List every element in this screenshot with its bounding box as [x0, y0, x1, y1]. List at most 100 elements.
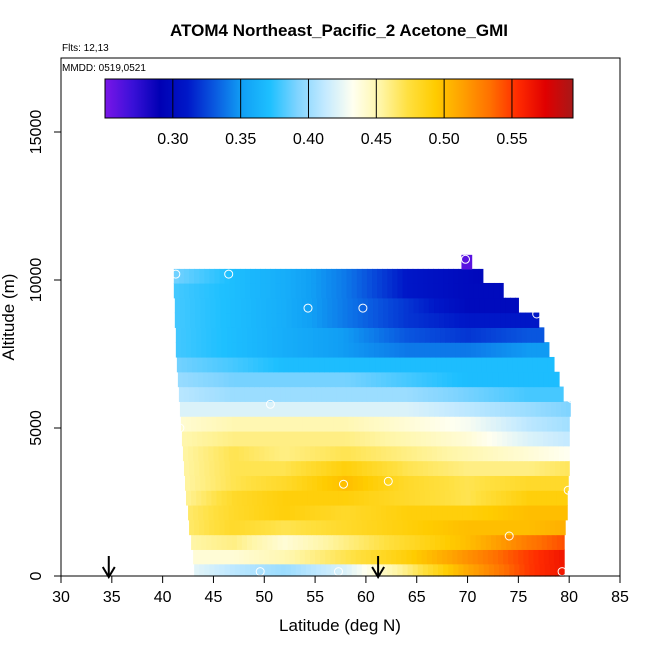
heatmap-cell [546, 490, 553, 506]
heatmap-cell [534, 460, 541, 476]
heatmap-cell [526, 327, 533, 343]
heatmap-cell [349, 430, 356, 447]
heatmap-cell [413, 297, 420, 314]
heatmap-cell [543, 549, 550, 565]
heatmap-cell [285, 282, 292, 299]
heatmap-cell [373, 297, 379, 314]
heatmap-cell [511, 327, 517, 343]
heatmap-cell [285, 460, 292, 476]
heatmap-cell [272, 416, 279, 432]
heatmap-cell [438, 268, 444, 284]
heatmap-cell [404, 534, 411, 550]
heatmap-cell [504, 386, 510, 402]
heatmap-cell [493, 460, 500, 476]
heatmap-cell [464, 297, 471, 314]
heatmap-cell [460, 342, 467, 358]
heatmap-cell [227, 356, 234, 373]
heatmap-cell [245, 475, 252, 491]
heatmap-cell [376, 445, 382, 462]
heatmap-cell [552, 356, 555, 373]
heatmap-cell [464, 401, 471, 417]
heatmap-cell [443, 386, 449, 402]
heatmap-cell [311, 282, 317, 299]
heatmap-cell [292, 490, 299, 506]
heatmap-cell [546, 342, 550, 358]
heatmap-cell [214, 460, 221, 476]
heatmap-cell [545, 475, 552, 491]
heatmap-cell [295, 460, 302, 476]
heatmap-cell [230, 312, 237, 328]
heatmap-cell [318, 342, 324, 358]
heatmap-cell [181, 430, 188, 447]
heatmap-cell [370, 504, 377, 521]
heatmap-cell [440, 490, 446, 506]
heatmap-cell [361, 282, 368, 299]
heatmap-cell [485, 490, 492, 506]
heatmap-cell [476, 356, 483, 373]
heatmap-cell [556, 416, 563, 432]
colorbar-tick-label: 0.55 [496, 131, 527, 148]
heatmap-cell [336, 460, 343, 476]
heatmap-cell [245, 297, 252, 314]
heatmap-cell [180, 327, 187, 343]
heatmap-cell [279, 445, 286, 462]
heatmap-cell [489, 312, 496, 328]
heatmap-cell [207, 356, 214, 373]
heatmap-cell [361, 460, 368, 476]
heatmap-cell [230, 297, 237, 314]
heatmap-cell [313, 416, 319, 432]
heatmap-cell [350, 504, 357, 521]
heatmap-cell [179, 401, 186, 417]
heatmap-cell [356, 282, 363, 299]
arrow-marker-head [101, 566, 116, 579]
heatmap-cell [549, 563, 556, 577]
heatmap-cell [347, 475, 354, 491]
heatmap-cell [547, 430, 554, 447]
heatmap-cell [381, 445, 387, 462]
heatmap-cell [515, 475, 521, 491]
heatmap-cell [185, 475, 191, 491]
x-tick-label: 40 [154, 589, 172, 606]
heatmap-cell [503, 549, 509, 565]
heatmap-cell [305, 282, 312, 299]
heatmap-cell [531, 490, 538, 506]
heatmap-cell [513, 371, 519, 388]
heatmap-cell [246, 342, 253, 358]
heatmap-cell [513, 549, 519, 565]
heatmap-cell [340, 371, 347, 388]
heatmap-cell [531, 416, 538, 432]
heatmap-cell [262, 327, 268, 343]
heatmap-cell [478, 282, 485, 299]
heatmap-cell [474, 475, 481, 491]
heatmap-cell [281, 312, 288, 328]
heatmap-cell [266, 312, 272, 328]
heatmap-cell [434, 312, 440, 328]
heatmap-cell [216, 342, 223, 358]
heatmap-cell [538, 504, 545, 521]
heatmap-cell [500, 401, 506, 417]
heatmap-cell [435, 490, 441, 506]
heatmap-cell [204, 268, 210, 284]
heatmap-cell [499, 460, 505, 476]
x-axis: 30 35 40 45 50 55 60 65 70 75 80 85 [52, 576, 629, 606]
heatmap-cell [210, 475, 217, 491]
heatmap-cell [534, 386, 541, 402]
heatmap-cell [268, 430, 275, 447]
heatmap-cell [318, 416, 324, 432]
heatmap-cell [366, 282, 373, 299]
heatmap-cell [262, 490, 268, 506]
heatmap-cell [516, 327, 523, 343]
heatmap-cell [555, 401, 562, 417]
heatmap-cell [313, 490, 319, 506]
heatmap-cell [198, 445, 204, 462]
heatmap-cell [246, 416, 253, 432]
heatmap-cell [472, 445, 479, 462]
heatmap-cell [336, 519, 343, 536]
heatmap-cell [415, 430, 422, 447]
heatmap-cell [419, 327, 426, 343]
heatmap-cell [300, 282, 307, 299]
heatmap-cell [553, 445, 560, 462]
heatmap-cell [357, 297, 364, 314]
